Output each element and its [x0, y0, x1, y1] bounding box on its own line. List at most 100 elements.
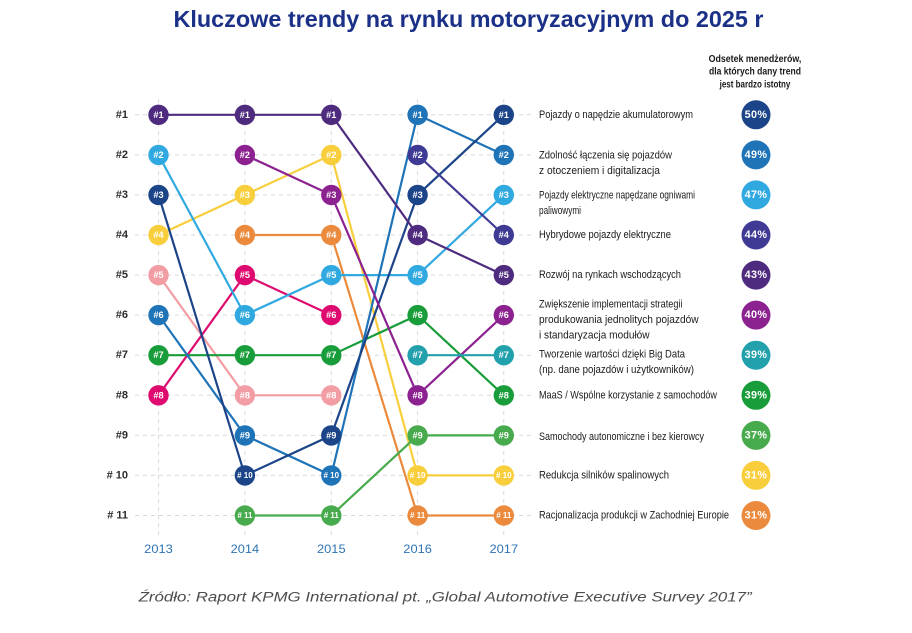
svg-text:#1: #1 [240, 110, 250, 120]
svg-text:Racjonalizacja produkcji w Zac: Racjonalizacja produkcji w Zachodniej Eu… [539, 510, 729, 522]
svg-text:# 11: # 11 [496, 511, 512, 520]
svg-text:#4: #4 [326, 230, 337, 240]
svg-text:#4: #4 [153, 230, 164, 240]
svg-text:#6: #6 [116, 309, 128, 321]
svg-text:#7: #7 [412, 350, 422, 360]
svg-text:#1: #1 [116, 109, 128, 121]
svg-text:Źródło: Raport KPMG Internatio: Źródło: Raport KPMG International pt. „G… [137, 589, 753, 606]
svg-text:#5: #5 [116, 269, 128, 281]
svg-text:31%: 31% [745, 510, 768, 522]
svg-text:#8: #8 [326, 390, 336, 400]
svg-text:Odsetek menedżerów,: Odsetek menedżerów, [709, 54, 802, 65]
svg-text:#2: #2 [240, 150, 250, 160]
svg-text:#6: #6 [240, 310, 250, 320]
svg-text:#9: #9 [240, 430, 250, 440]
svg-text:jest bardzo istotny: jest bardzo istotny [719, 79, 791, 90]
svg-text:#2: #2 [153, 150, 163, 160]
svg-text:#9: #9 [326, 430, 336, 440]
svg-text:31%: 31% [745, 469, 768, 481]
svg-text:#9: #9 [412, 430, 422, 440]
svg-text:#4: #4 [240, 230, 251, 240]
svg-text:Tworzenie wartości dzięki Big: Tworzenie wartości dzięki Big Data [539, 349, 686, 361]
svg-text:#4: #4 [412, 230, 423, 240]
svg-text:dla których dany trend: dla których dany trend [709, 67, 801, 78]
svg-text:# 11: # 11 [324, 511, 340, 520]
svg-text:#7: #7 [116, 349, 128, 361]
svg-text:Hybrydowe pojazdy elektryczne: Hybrydowe pojazdy elektryczne [539, 229, 671, 241]
svg-text:2014: 2014 [231, 542, 260, 556]
svg-text:#3: #3 [326, 190, 336, 200]
svg-text:i standaryzacja modułów: i standaryzacja modułów [539, 330, 650, 342]
svg-text:#2: #2 [499, 150, 509, 160]
svg-text:#6: #6 [499, 310, 509, 320]
svg-text:#1: #1 [326, 110, 336, 120]
svg-text:#5: #5 [326, 270, 336, 280]
svg-text:47%: 47% [745, 189, 768, 201]
svg-text:#3: #3 [499, 190, 509, 200]
svg-text:#2: #2 [412, 150, 422, 160]
svg-text:39%: 39% [745, 349, 768, 361]
svg-text:#9: #9 [116, 429, 128, 441]
svg-text:# 10: # 10 [410, 471, 426, 480]
svg-text:Rozwój na rynkach wschodzących: Rozwój na rynkach wschodzących [539, 269, 681, 281]
svg-text:# 11: # 11 [410, 511, 426, 520]
svg-text:(np. dane pojazdów i użytkowni: (np. dane pojazdów i użytkowników) [539, 364, 694, 376]
svg-text:#5: #5 [412, 270, 422, 280]
svg-text:#2: #2 [326, 150, 336, 160]
svg-text:#1: #1 [153, 110, 163, 120]
svg-text:#7: #7 [153, 350, 163, 360]
svg-text:2017: 2017 [490, 542, 519, 556]
svg-text:Redukcja silników spalinowych: Redukcja silników spalinowych [539, 469, 669, 481]
svg-text:#3: #3 [153, 190, 163, 200]
svg-text:#8: #8 [240, 390, 250, 400]
svg-text:Zwiększenie implementacji stra: Zwiększenie implementacji strategii [539, 299, 683, 311]
svg-text:#4: #4 [116, 229, 129, 241]
svg-text:#1: #1 [412, 110, 422, 120]
svg-text:#8: #8 [153, 390, 163, 400]
svg-text:# 11: # 11 [107, 510, 128, 522]
svg-text:Zdolność łączenia się pojazdów: Zdolność łączenia się pojazdów [539, 150, 673, 162]
svg-text:#3: #3 [240, 190, 250, 200]
svg-text:#9: #9 [499, 430, 509, 440]
svg-text:#4: #4 [499, 230, 510, 240]
svg-text:44%: 44% [745, 229, 768, 241]
svg-text:#7: #7 [499, 350, 509, 360]
svg-text:#6: #6 [326, 310, 336, 320]
svg-text:#2: #2 [116, 149, 128, 161]
svg-text:#3: #3 [116, 189, 128, 201]
svg-text:# 10: # 10 [496, 471, 512, 480]
svg-text:#7: #7 [240, 350, 250, 360]
svg-text:43%: 43% [745, 269, 768, 281]
svg-text:Pojazdy elektryczne napędzane: Pojazdy elektryczne napędzane ogniwami [539, 190, 695, 202]
svg-text:Pojazdy o napędzie akumulatoro: Pojazdy o napędzie akumulatorowym [539, 109, 693, 121]
svg-text:49%: 49% [745, 149, 768, 161]
svg-text:#3: #3 [412, 190, 422, 200]
svg-text:2015: 2015 [317, 542, 346, 556]
svg-text:paliwowymi: paliwowymi [539, 205, 581, 217]
svg-text:#8: #8 [412, 390, 422, 400]
svg-text:produkowania jednolitych pojaz: produkowania jednolitych pojazdów [539, 314, 699, 326]
svg-text:# 10: # 10 [324, 471, 340, 480]
svg-text:#5: #5 [240, 270, 250, 280]
svg-text:#7: #7 [326, 350, 336, 360]
svg-text:z otoczeniem i digitalizacja: z otoczeniem i digitalizacja [539, 165, 661, 177]
svg-text:#1: #1 [499, 110, 509, 120]
svg-text:2013: 2013 [144, 542, 173, 556]
svg-text:# 11: # 11 [237, 511, 253, 520]
svg-text:Kluczowe trendy na rynku motor: Kluczowe trendy na rynku motoryzacyjnym … [174, 6, 764, 32]
svg-text:# 10: # 10 [237, 471, 253, 480]
svg-text:40%: 40% [745, 309, 768, 321]
svg-text:#5: #5 [499, 270, 509, 280]
svg-text:#6: #6 [412, 310, 422, 320]
svg-text:39%: 39% [745, 389, 768, 401]
svg-text:37%: 37% [745, 429, 768, 441]
svg-text:50%: 50% [745, 109, 768, 121]
svg-text:# 10: # 10 [107, 469, 128, 481]
svg-text:#5: #5 [153, 270, 163, 280]
svg-text:#8: #8 [116, 389, 128, 401]
svg-text:MaaS / Wspólne korzystanie z s: MaaS / Wspólne korzystanie z samochodów [539, 389, 718, 401]
svg-text:#8: #8 [499, 390, 509, 400]
svg-text:2016: 2016 [403, 542, 432, 556]
svg-text:Samochody autonomiczne i bez k: Samochody autonomiczne i bez kierowcy [539, 431, 704, 443]
svg-text:#6: #6 [153, 310, 163, 320]
